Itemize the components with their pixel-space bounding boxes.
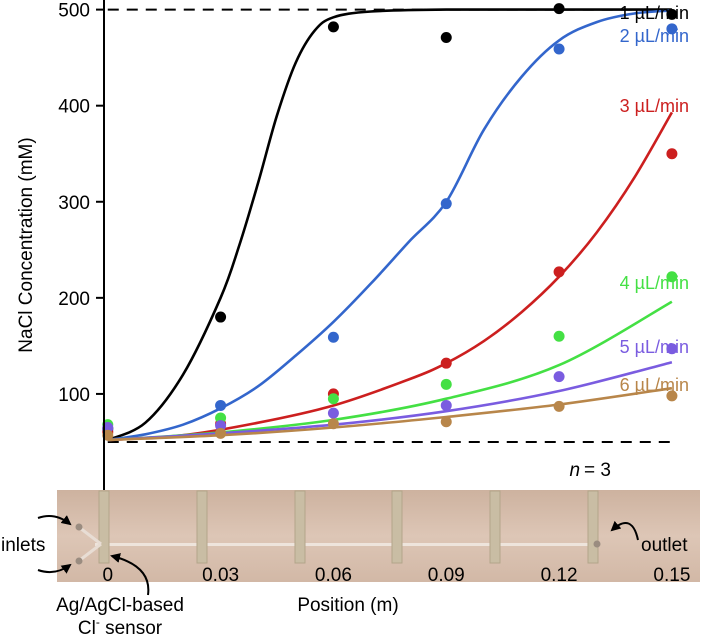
data-point bbox=[666, 8, 678, 20]
data-point bbox=[553, 43, 565, 55]
data-point bbox=[666, 148, 678, 160]
device-electrode bbox=[294, 490, 306, 564]
series-label: 1 µL/min bbox=[620, 3, 689, 23]
fit-curve bbox=[107, 386, 673, 442]
data-point bbox=[440, 399, 452, 411]
series-label: 6 µL/min bbox=[620, 375, 689, 395]
data-point bbox=[327, 331, 339, 343]
y-tick-label: 400 bbox=[58, 97, 90, 118]
x-tick-label: 0 bbox=[102, 565, 113, 586]
data-point bbox=[102, 422, 114, 434]
data-point bbox=[215, 427, 227, 439]
device-photo-background bbox=[57, 490, 700, 582]
sensor-label-superscript: - bbox=[96, 615, 100, 629]
data-point bbox=[215, 399, 227, 411]
sensor-label-suffix: sensor bbox=[100, 618, 163, 638]
data-point bbox=[666, 23, 678, 35]
series-label: 4 µL/min bbox=[620, 273, 689, 293]
device-inlet-port bbox=[75, 557, 83, 565]
series-labels: 1 µL/min 2 µL/min 3 µL/min 4 µL/min 5 µL/min… bbox=[620, 3, 689, 395]
data-point bbox=[102, 429, 114, 441]
data-point bbox=[440, 416, 452, 428]
sample-size-annotation: n = 3 bbox=[569, 460, 611, 481]
inlets-arrow-icon bbox=[37, 563, 72, 574]
sensor-label-line2: Cl- sensor bbox=[78, 615, 163, 638]
data-point bbox=[327, 21, 339, 33]
device-inlet-port bbox=[75, 523, 83, 531]
data-point bbox=[327, 418, 339, 430]
y-tick-label: 300 bbox=[58, 193, 90, 214]
data-point bbox=[553, 3, 565, 15]
sample-size-value: = 3 bbox=[584, 460, 611, 481]
data-point bbox=[440, 198, 452, 210]
sensor-arrow-icon bbox=[110, 553, 150, 596]
device-electrode bbox=[196, 490, 208, 564]
device-photo bbox=[37, 490, 700, 596]
series-label: 2 µL/min bbox=[620, 26, 689, 46]
data-point bbox=[440, 31, 452, 43]
fit-curves bbox=[107, 8, 674, 442]
outlet-arrow-icon bbox=[610, 520, 639, 541]
series-label: 3 µL/min bbox=[620, 96, 689, 116]
sample-size-n: n bbox=[569, 460, 580, 481]
data-point bbox=[553, 266, 565, 278]
x-tick-label: 0.06 bbox=[315, 565, 352, 586]
data-point bbox=[440, 378, 452, 390]
device-inlet-channel bbox=[79, 542, 102, 562]
inlets-arrow-icon bbox=[37, 515, 72, 526]
data-point bbox=[666, 390, 678, 402]
data-point bbox=[327, 393, 339, 405]
x-axis-label: Position (m) bbox=[297, 595, 398, 616]
data-point bbox=[215, 420, 227, 432]
data-point bbox=[553, 371, 565, 383]
device-electrode bbox=[587, 490, 599, 564]
data-point bbox=[215, 311, 227, 323]
device-outlet-port bbox=[593, 540, 601, 548]
sensor-label-cl: Cl bbox=[78, 618, 96, 638]
y-tick-label: 200 bbox=[58, 289, 90, 310]
data-point bbox=[440, 357, 452, 369]
y-axis-ticks: 100 200 300 400 500 bbox=[58, 1, 104, 406]
inlets-label: inlets bbox=[1, 535, 45, 556]
data-point bbox=[215, 412, 227, 424]
data-point bbox=[666, 343, 678, 355]
data-point bbox=[553, 330, 565, 342]
series-label: 5 µL/min bbox=[620, 337, 689, 357]
y-tick-label: 100 bbox=[58, 385, 90, 406]
x-tick-label: 0.15 bbox=[653, 565, 690, 586]
fit-curve bbox=[107, 8, 672, 442]
device-electrode bbox=[489, 490, 501, 564]
y-axis-label: NaCl Concentration (mM) bbox=[16, 137, 37, 352]
data-points bbox=[102, 3, 678, 441]
x-axis-ticks: 0 0.03 0.06 0.09 0.12 0.15 bbox=[102, 565, 690, 586]
sensor-label-line1: Ag/AgCl-based bbox=[56, 595, 184, 616]
device-inlet-channel bbox=[79, 526, 102, 546]
x-tick-label: 0.03 bbox=[202, 565, 239, 586]
data-point bbox=[553, 400, 565, 412]
data-point bbox=[666, 271, 678, 283]
data-point bbox=[327, 407, 339, 419]
outlet-label: outlet bbox=[641, 535, 688, 556]
reference-lines bbox=[107, 8, 672, 443]
fit-curve bbox=[107, 360, 673, 442]
y-tick-label: 500 bbox=[58, 1, 90, 22]
x-tick-label: 0.12 bbox=[541, 565, 578, 586]
device-channel bbox=[95, 543, 600, 546]
device-electrode bbox=[391, 490, 403, 564]
device-electrode bbox=[98, 490, 110, 564]
fit-curve bbox=[107, 9, 672, 442]
x-tick-label: 0.09 bbox=[428, 565, 465, 586]
fit-curve bbox=[107, 111, 674, 442]
